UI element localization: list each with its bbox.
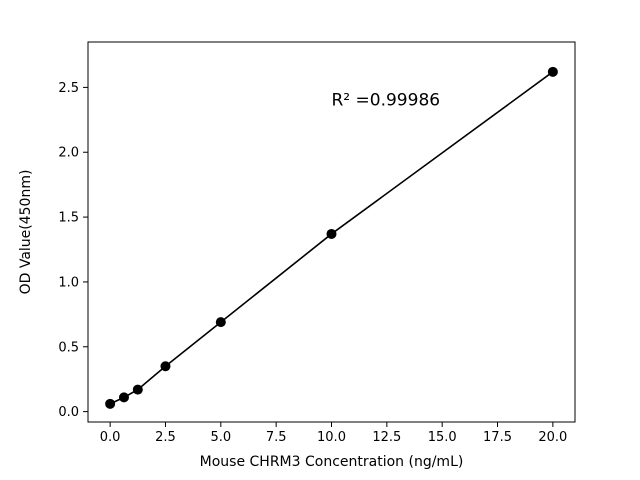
x-tick-label: 15.0 (428, 430, 457, 445)
y-tick-label: 0.5 (58, 340, 79, 355)
data-point (215, 317, 226, 328)
data-point (105, 398, 116, 409)
x-tick-label: 17.5 (483, 430, 512, 445)
x-tick-label: 7.5 (266, 430, 287, 445)
data-point (132, 384, 143, 395)
data-point (118, 392, 129, 403)
y-tick-label: 2.0 (58, 146, 79, 161)
data-point (160, 361, 171, 372)
x-tick-label: 2.5 (155, 430, 176, 445)
data-point (326, 228, 337, 239)
x-tick-label: 12.5 (372, 430, 401, 445)
y-axis-label: OD Value(450nm) (18, 170, 34, 295)
y-tick-label: 1.0 (58, 275, 79, 290)
x-tick-label: 20.0 (538, 430, 567, 445)
y-tick-label: 1.5 (58, 211, 79, 226)
r-squared-annotation: R² =0.99986 (332, 91, 441, 111)
x-tick-label: 5.0 (210, 430, 231, 445)
y-tick-label: 0.0 (58, 405, 79, 420)
x-axis-label: Mouse CHRM3 Concentration (ng/mL) (200, 454, 464, 470)
data-point (547, 66, 558, 77)
y-tick-label: 2.5 (58, 81, 79, 96)
x-tick-label: 0.0 (100, 430, 121, 445)
x-tick-label: 10.0 (317, 430, 346, 445)
